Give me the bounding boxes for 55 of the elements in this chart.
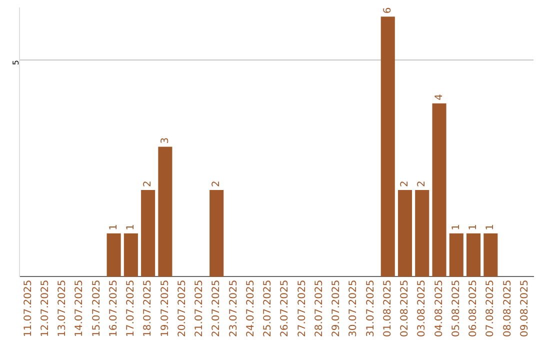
x-tick-label: 13.07.2025 [57, 280, 68, 338]
bar [106, 233, 121, 277]
bar [124, 233, 138, 277]
x-tick-label: 12.07.2025 [40, 280, 51, 338]
bar [466, 233, 481, 277]
x-tick-label: 01.08.2025 [382, 280, 394, 338]
bar [415, 190, 430, 277]
x-tick-label: 19.07.2025 [160, 280, 171, 338]
y-tick-label: 5 [12, 60, 21, 66]
data-label: 3 [160, 137, 171, 144]
x-tick-label: 16.07.2025 [108, 280, 120, 338]
data-label: 1 [485, 224, 496, 230]
data-label: 2 [400, 180, 411, 188]
data-label: 1 [468, 224, 480, 230]
x-tick-label: 14.07.2025 [74, 280, 86, 338]
data-label: 1 [108, 224, 120, 230]
data-label: 2 [211, 180, 222, 188]
x-tick-label: 04.08.2025 [434, 280, 445, 338]
x-tick-label: 15.07.2025 [91, 280, 102, 338]
x-tick-label: 09.08.2025 [519, 280, 530, 338]
x-tick-label: 29.07.2025 [331, 280, 342, 338]
data-label: 1 [126, 224, 137, 230]
x-tick-label: 02.08.2025 [400, 280, 411, 338]
x-tick-label: 25.07.2025 [262, 280, 274, 338]
bar [449, 233, 464, 277]
x-tick-label: 22.07.2025 [211, 280, 222, 338]
x-tick-label: 24.07.2025 [245, 280, 256, 338]
data-label: 1 [450, 224, 462, 230]
x-tick-label: 30.07.2025 [348, 280, 360, 338]
x-tick-label: 28.07.2025 [314, 280, 325, 338]
x-tick-label: 18.07.2025 [142, 280, 154, 338]
data-label: 6 [382, 7, 394, 14]
bar [380, 16, 395, 277]
x-tick-label: 11.07.2025 [22, 280, 34, 338]
data-label: 4 [434, 94, 445, 100]
x-tick-label: 20.07.2025 [176, 280, 188, 338]
x-tick-label: 05.08.2025 [450, 280, 462, 338]
data-label: 2 [416, 180, 428, 188]
x-tick-label: 21.07.2025 [194, 280, 206, 338]
x-tick-label: 27.07.2025 [296, 280, 308, 338]
bar [141, 190, 156, 277]
x-tick-label: 03.08.2025 [416, 280, 428, 338]
x-tick-label: 31.07.2025 [365, 280, 376, 338]
x-tick-label: 17.07.2025 [126, 280, 137, 338]
bar [398, 190, 412, 277]
bar [484, 233, 498, 277]
x-tick-label: 06.08.2025 [468, 280, 480, 338]
x-tick-label: 07.08.2025 [485, 280, 496, 338]
bar [210, 190, 224, 277]
x-tick-label: 08.08.2025 [502, 280, 514, 338]
x-tick-label: 23.07.2025 [228, 280, 240, 338]
bar [432, 103, 446, 277]
data-label: 2 [142, 180, 154, 188]
bar [158, 146, 172, 277]
x-tick-label: 26.07.2025 [280, 280, 291, 338]
